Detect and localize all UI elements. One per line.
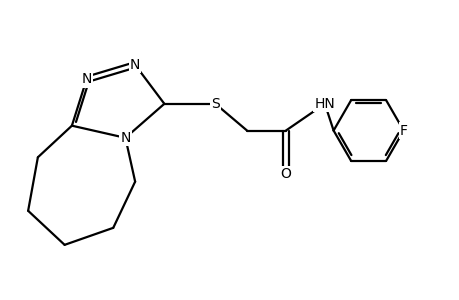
Text: N: N: [120, 131, 130, 145]
Text: F: F: [399, 124, 407, 137]
Text: S: S: [211, 97, 219, 111]
Text: HN: HN: [314, 97, 335, 111]
Text: N: N: [130, 58, 140, 72]
Text: O: O: [280, 167, 291, 181]
Text: N: N: [81, 73, 91, 86]
